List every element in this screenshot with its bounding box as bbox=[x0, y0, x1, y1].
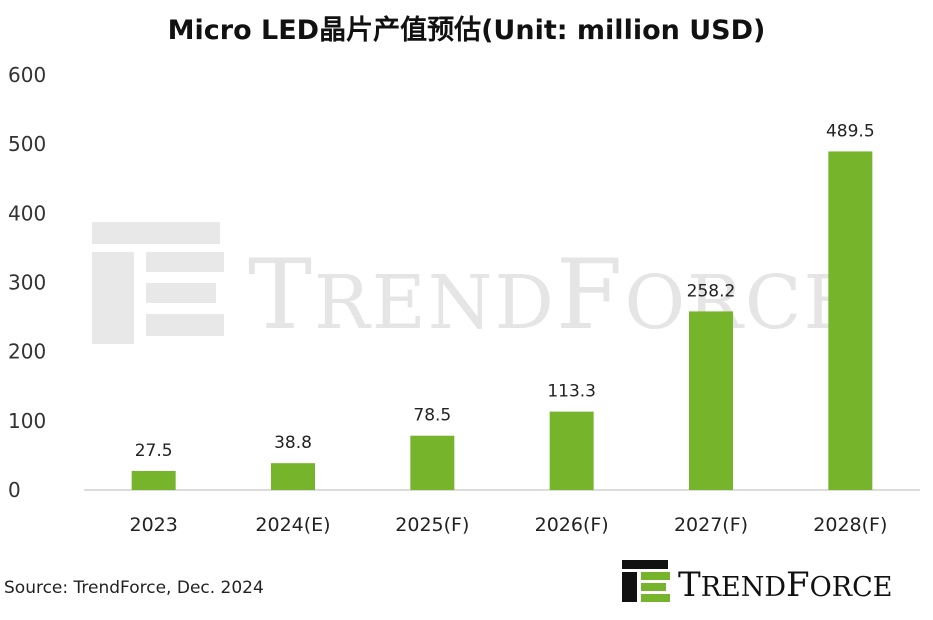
trendforce-logo-text: TRENDFORCE bbox=[678, 565, 893, 605]
y-tick-label: 200 bbox=[8, 340, 46, 364]
bar-data-label: 38.8 bbox=[274, 433, 312, 453]
bar-data-label: 489.5 bbox=[826, 121, 875, 141]
bar-data-label: 27.5 bbox=[135, 441, 173, 461]
trendforce-logo-icon bbox=[622, 560, 670, 602]
bars: 27.5 38.8 78.5 113.3 258.2 489.5 bbox=[131, 121, 875, 490]
x-tick-label: 2028(F) bbox=[813, 514, 887, 536]
y-tick-label: 100 bbox=[8, 409, 46, 433]
bar bbox=[271, 463, 315, 490]
x-tick-label: 2027(F) bbox=[674, 514, 748, 536]
bar bbox=[549, 411, 594, 490]
x-tick-label: 2024(E) bbox=[255, 514, 330, 536]
y-tick-label: 300 bbox=[8, 271, 46, 295]
y-tick-label: 400 bbox=[8, 201, 46, 225]
x-axis-labels: 2023 2024(E) 2025(F) 2026(F) 2027(F) 2028(F) bbox=[129, 514, 887, 536]
y-tick-label: 600 bbox=[8, 63, 46, 87]
watermark-logo-icon bbox=[92, 222, 224, 344]
y-axis: 0 100 200 300 400 500 600 bbox=[8, 63, 46, 502]
bar bbox=[689, 311, 733, 490]
chart-title: Micro LED晶片产值预估(Unit: million USD) bbox=[167, 15, 766, 46]
source-note: Source: TrendForce, Dec. 2024 bbox=[4, 578, 264, 598]
y-tick-label: 500 bbox=[8, 132, 46, 156]
bar-data-label: 258.2 bbox=[687, 281, 736, 301]
watermark: TRENDFORCE bbox=[92, 222, 860, 351]
watermark-text: TRENDFORCE bbox=[248, 239, 860, 351]
bar-data-label: 78.5 bbox=[413, 406, 451, 426]
trendforce-logo: TRENDFORCE bbox=[622, 560, 893, 605]
y-tick-label: 0 bbox=[8, 478, 21, 502]
bar bbox=[410, 435, 455, 490]
bar-data-label: 113.3 bbox=[547, 382, 596, 402]
bar bbox=[131, 470, 176, 490]
x-tick-label: 2023 bbox=[129, 514, 177, 536]
x-tick-label: 2026(F) bbox=[535, 514, 609, 536]
bar bbox=[828, 151, 873, 490]
x-tick-label: 2025(F) bbox=[395, 514, 469, 536]
